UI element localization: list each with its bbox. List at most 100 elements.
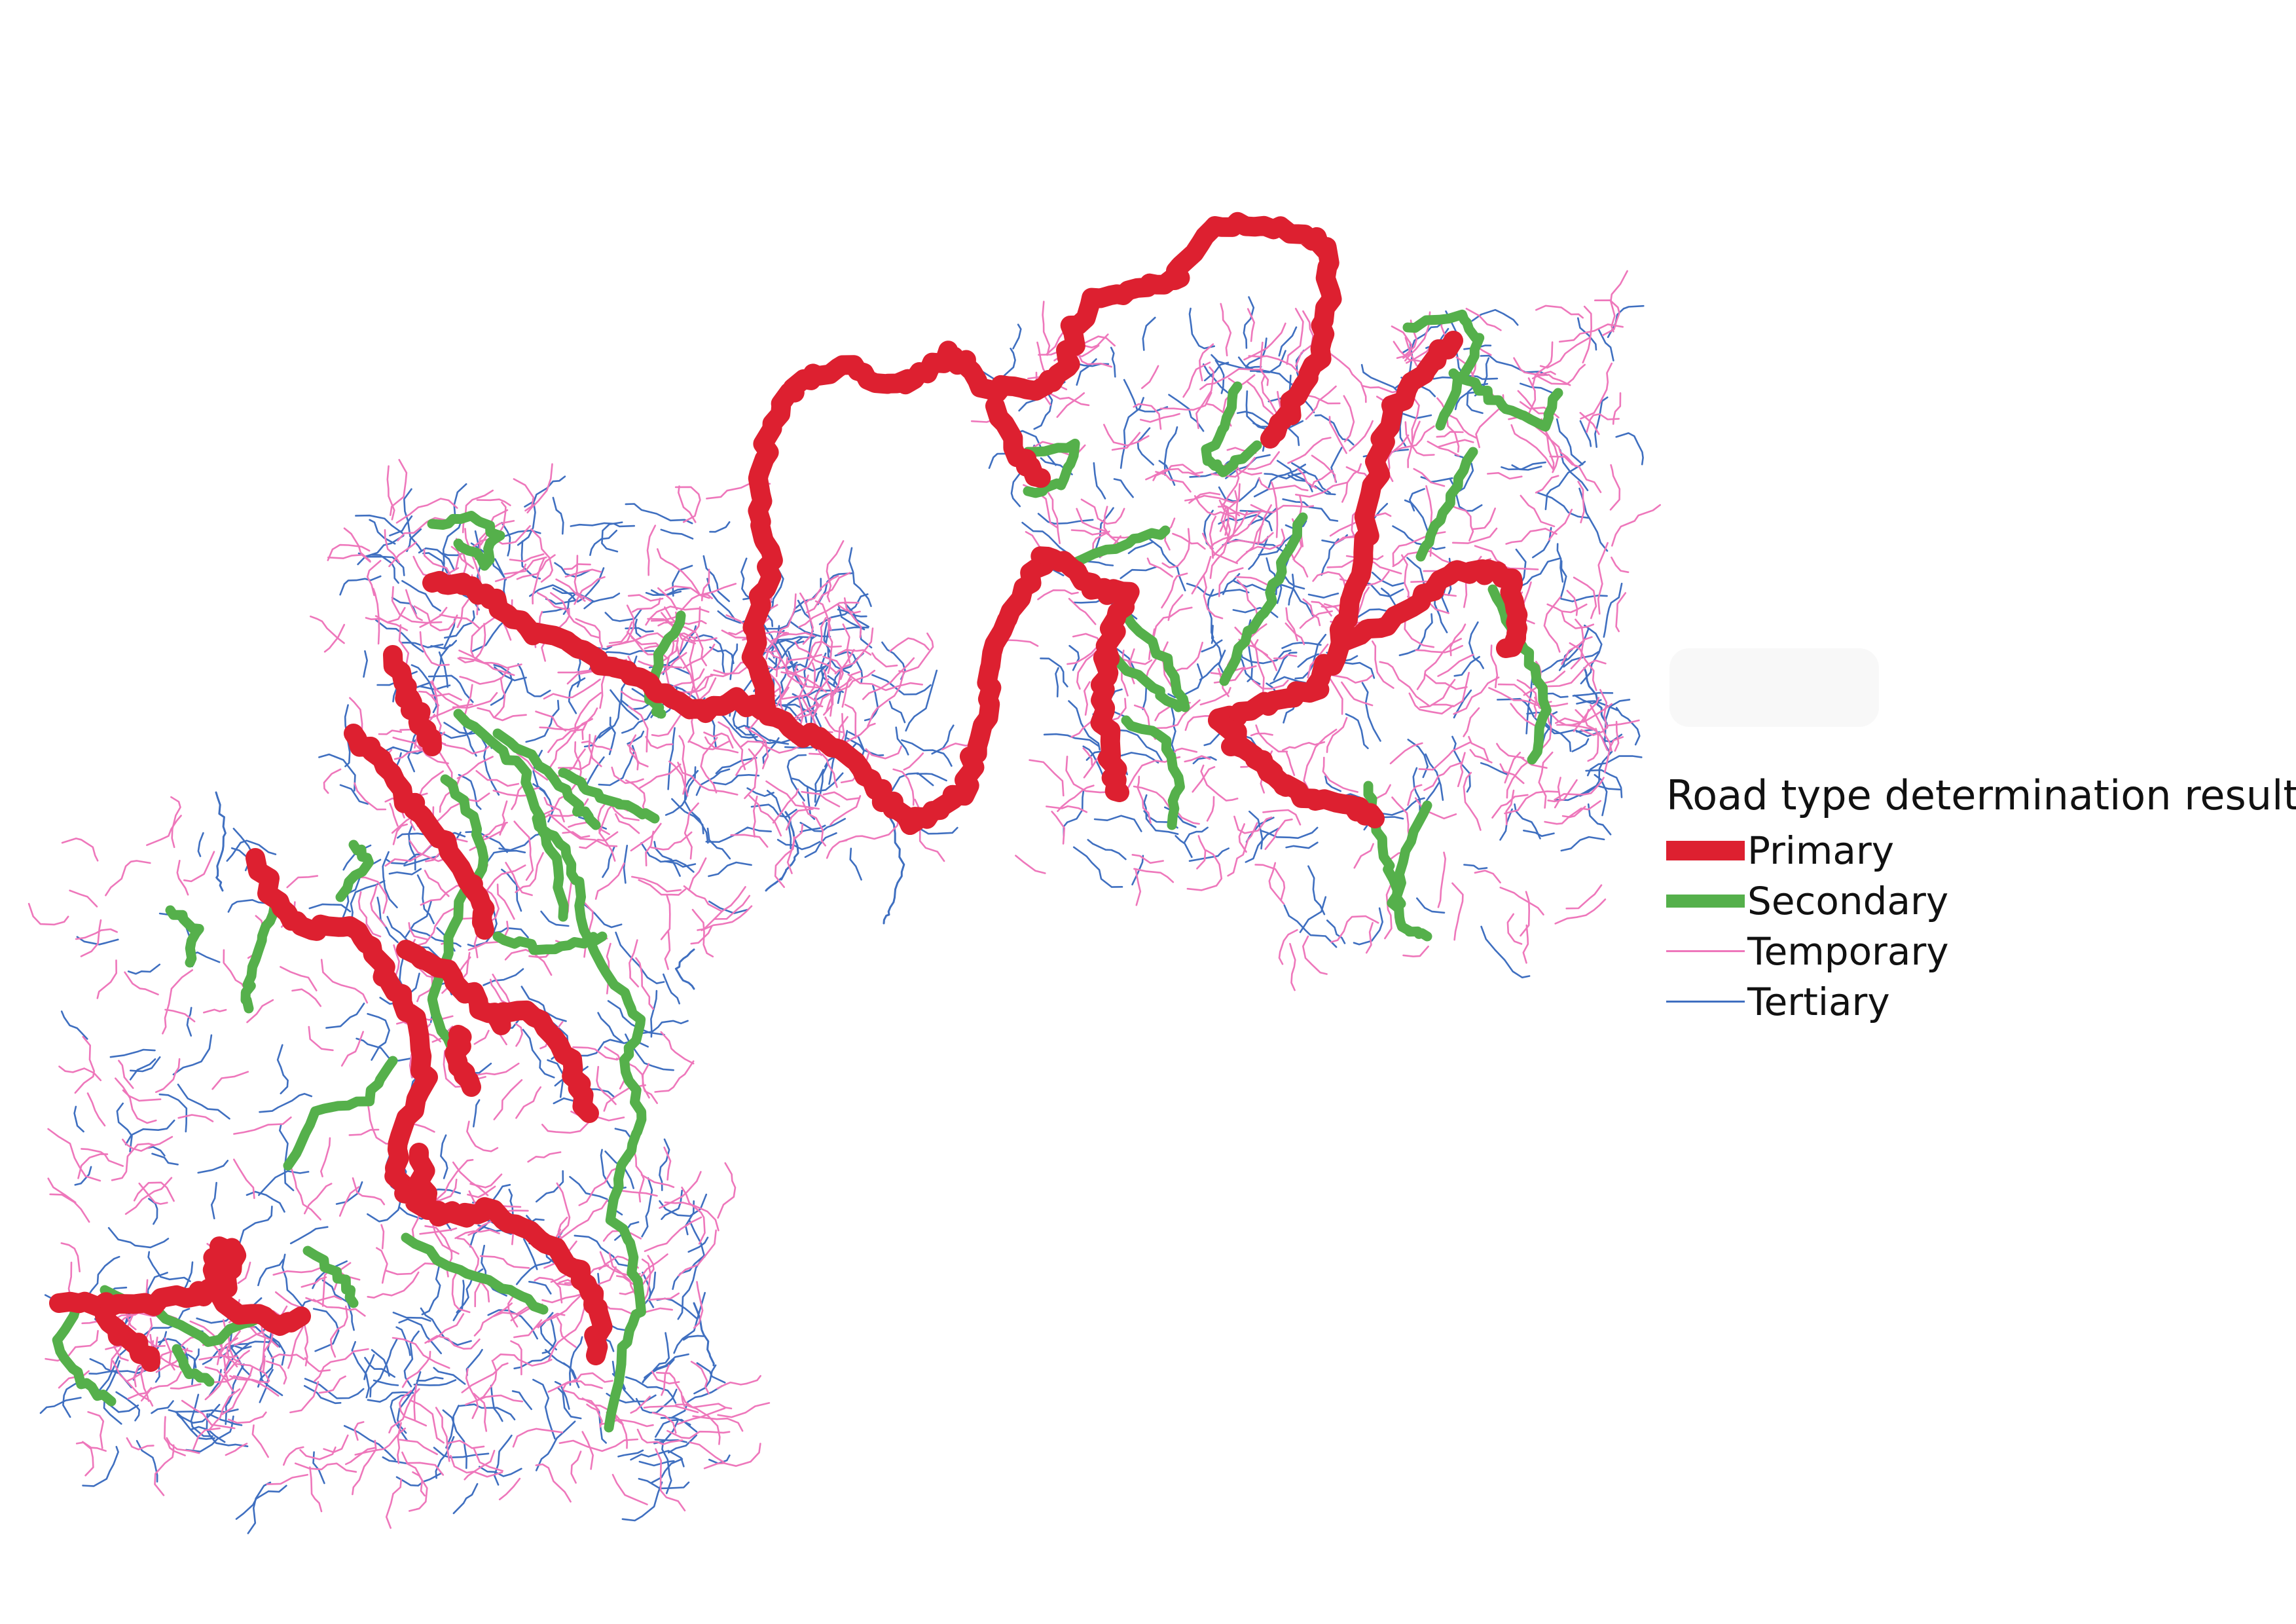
- secondary-road: [1402, 309, 1485, 431]
- temporary-road: [236, 1363, 270, 1382]
- temporary-road: [611, 1473, 648, 1505]
- temporary-road: [318, 1375, 346, 1394]
- temporary-road: [408, 922, 429, 941]
- tertiary-road: [524, 475, 566, 507]
- temporary-road: [354, 1421, 365, 1441]
- tertiary-road: [1283, 904, 1338, 948]
- temporary-road: [111, 1143, 156, 1181]
- tertiary-road: [1372, 572, 1405, 587]
- temporary-road: [1271, 481, 1279, 538]
- temporary-road: [1257, 504, 1272, 545]
- tertiary-road: [883, 817, 905, 925]
- temporary-road: [676, 1407, 726, 1426]
- temporary-road: [1343, 395, 1355, 443]
- tertiary-road: [871, 674, 932, 695]
- primary-road: [396, 940, 599, 1123]
- temporary-road: [663, 1146, 672, 1181]
- tertiary-road: [583, 726, 611, 748]
- temporary-road: [1582, 305, 1592, 363]
- tertiary-road: [206, 1413, 249, 1447]
- temporary-road: [385, 1263, 439, 1276]
- secondary-road: [1448, 368, 1563, 432]
- temporary-road: [563, 1390, 600, 1412]
- temporary-road: [1577, 481, 1585, 524]
- tertiary-road: [1361, 682, 1381, 742]
- temporary-road: [1558, 323, 1624, 343]
- tertiary-road: [1137, 427, 1154, 466]
- temporary-road: [903, 752, 924, 771]
- temporary-road: [513, 478, 535, 512]
- temporary-road: [1051, 811, 1065, 845]
- tertiary-road: [766, 790, 792, 849]
- temporary-road: [126, 1437, 155, 1450]
- temporary-road: [548, 813, 618, 847]
- temporary-road: [75, 928, 118, 940]
- temporary-road: [1505, 789, 1515, 826]
- tertiary-road: [709, 521, 731, 533]
- temporary-road: [330, 1305, 348, 1358]
- tertiary-road: [433, 1367, 466, 1385]
- tertiary-road: [197, 832, 204, 857]
- temporary-road: [786, 823, 803, 874]
- temporary-road: [1520, 891, 1530, 937]
- temporary-road: [357, 891, 382, 938]
- tertiary-road: [905, 669, 938, 732]
- temporary-road: [871, 652, 898, 668]
- tertiary-road: [367, 1391, 414, 1403]
- tertiary-road: [513, 1354, 552, 1370]
- temporary-road: [320, 959, 369, 1004]
- tertiary-road: [1207, 589, 1214, 644]
- tertiary-road: [655, 1418, 698, 1438]
- temporary-road: [1419, 678, 1456, 709]
- temporary-road: [494, 677, 506, 718]
- temporary-road: [1285, 622, 1305, 646]
- tertiary-road: [76, 936, 119, 946]
- tertiary-road: [750, 803, 797, 818]
- tertiary-road: [672, 564, 693, 597]
- temporary-road: [1252, 679, 1289, 690]
- temporary-road: [802, 801, 826, 847]
- temporary-road: [683, 885, 723, 912]
- temporary-road: [536, 592, 569, 611]
- temporary-road: [464, 684, 473, 716]
- temporary-road: [785, 656, 820, 689]
- temporary-road: [558, 735, 596, 771]
- tertiary-road: [1580, 624, 1603, 685]
- temporary-road: [1510, 424, 1554, 470]
- temporary-road: [401, 1451, 426, 1497]
- primary-swatch: [1666, 840, 1745, 860]
- legend-label-primary: Primary: [1747, 828, 1895, 873]
- tertiary-road: [1425, 753, 1444, 801]
- temporary-road: [690, 1361, 710, 1395]
- temporary-road: [166, 1437, 200, 1454]
- temporary-road: [627, 744, 639, 771]
- tertiary-road: [148, 1198, 158, 1225]
- temporary-road: [1491, 794, 1529, 819]
- temporary-road: [1586, 413, 1620, 434]
- tertiary-road: [282, 1253, 305, 1314]
- temporary-road: [804, 575, 839, 604]
- temporary-road: [692, 1415, 744, 1432]
- temporary-road: [473, 1029, 490, 1045]
- tertiary-road: [223, 1342, 251, 1374]
- temporary-road: [1133, 868, 1175, 883]
- temporary-road: [772, 788, 799, 824]
- tertiary-road: [373, 1379, 399, 1386]
- temporary-road: [424, 870, 450, 897]
- temporary-road: [365, 606, 406, 623]
- primary-road: [1038, 547, 1140, 802]
- tertiary-road: [1538, 715, 1572, 752]
- temporary-road: [1341, 681, 1374, 707]
- temporary-road: [1488, 687, 1552, 707]
- temporary-road: [1217, 506, 1241, 517]
- temporary-road: [513, 821, 534, 881]
- tertiary-road: [917, 773, 947, 782]
- temporary-road: [1496, 743, 1525, 759]
- secondary-road: [1219, 512, 1308, 686]
- temporary-road: [1609, 464, 1621, 511]
- temporary-road: [397, 1422, 402, 1464]
- tertiary-road: [541, 1317, 556, 1354]
- tertiary-road: [615, 931, 665, 984]
- tertiary-road: [452, 1280, 465, 1321]
- temporary-road: [627, 594, 664, 602]
